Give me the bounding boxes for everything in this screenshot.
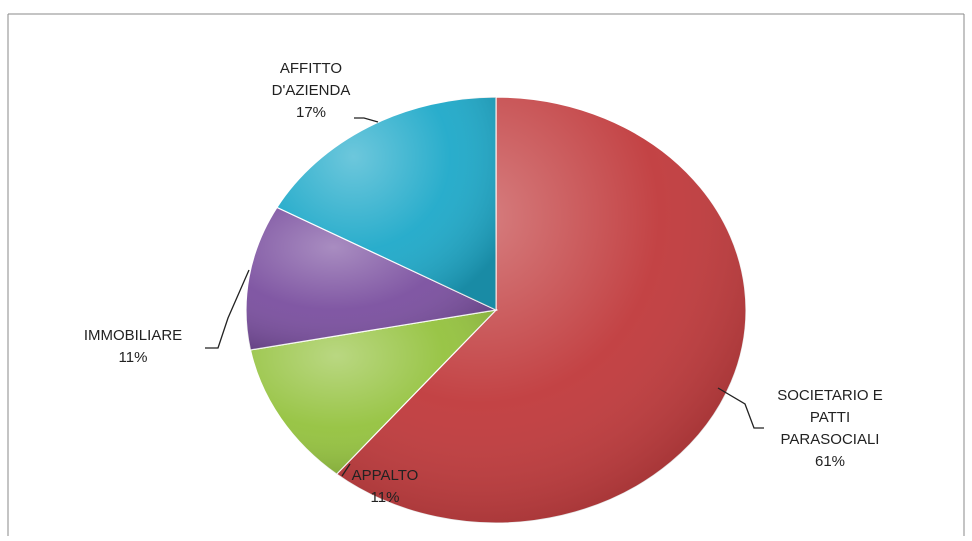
leader-line-0 <box>717 387 764 429</box>
data-label-0: SOCIETARIO E PATTI PARASOCIALI 61% <box>777 387 883 470</box>
leader-line-2 <box>205 269 250 349</box>
data-label-category: IMMOBILIARE <box>84 327 182 344</box>
leader-line-3 <box>354 117 379 123</box>
pie-slice-shading-2 <box>246 207 496 350</box>
data-label-3: AFFITTO D'AZIENDA 17% <box>272 60 351 121</box>
data-label-category: APPALTO <box>352 467 419 484</box>
data-label-1: APPALTO 11% <box>352 467 419 506</box>
data-label-category: SOCIETARIO E <box>777 387 883 404</box>
data-label-percent: 61% <box>815 453 845 470</box>
data-label-category: PARASOCIALI <box>781 431 880 448</box>
data-label-percent: 11% <box>119 349 148 366</box>
leader-line-1 <box>341 463 351 477</box>
data-label-category: PATTI <box>810 409 850 426</box>
data-label-category: D'AZIENDA <box>272 82 351 99</box>
pie-slice-shading-3 <box>276 96 496 310</box>
data-label-percent: 11% <box>371 489 400 506</box>
data-label-2: IMMOBILIARE 11% <box>84 327 182 366</box>
pie-slice-shading-0 <box>336 97 746 523</box>
data-label-category: AFFITTO <box>280 60 342 77</box>
data-label-percent: 17% <box>296 104 326 121</box>
pie-slice-shading-1 <box>250 310 496 475</box>
